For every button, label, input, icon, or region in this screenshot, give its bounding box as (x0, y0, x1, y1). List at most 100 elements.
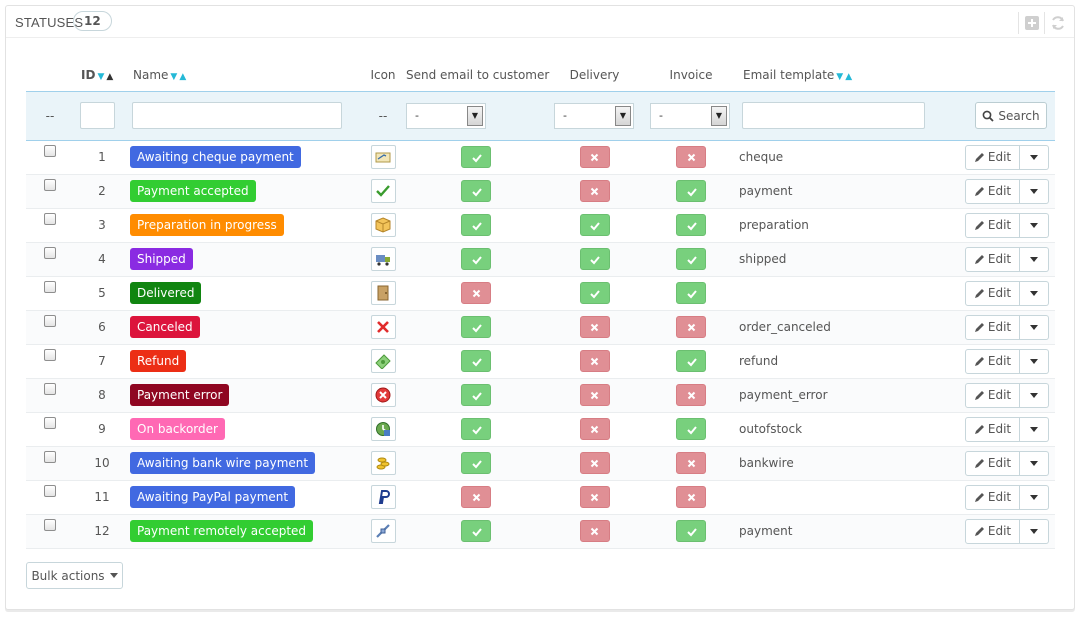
sort-desc-icon[interactable]: ▼ (97, 72, 105, 83)
invoice-enabled-icon[interactable] (676, 214, 706, 236)
table-row[interactable]: 9 On backorder outofstock Edit (26, 412, 1055, 447)
row-actions-dropdown[interactable] (1020, 246, 1049, 272)
table-row[interactable]: 4 Shipped shipped Edit (26, 242, 1055, 277)
table-row[interactable]: 3 Preparation in progress preparation Edit (26, 208, 1055, 243)
row-actions-dropdown[interactable] (1020, 178, 1049, 204)
sort-desc-icon[interactable]: ▼ (836, 72, 844, 83)
delivery-disabled-icon[interactable] (579, 316, 610, 338)
send-email-enabled-icon[interactable] (461, 180, 491, 202)
table-row[interactable]: 12 Payment remotely accepted payment Edit (26, 514, 1055, 549)
invoice-enabled-icon[interactable] (676, 418, 706, 440)
filter-email-template-input[interactable] (742, 102, 925, 129)
sort-asc-icon[interactable]: ▲ (106, 72, 114, 83)
table-row[interactable]: 2 Payment accepted payment Edit (26, 174, 1055, 209)
edit-button[interactable]: Edit (965, 314, 1020, 340)
invoice-disabled-icon[interactable] (676, 486, 706, 508)
delivery-enabled-icon[interactable] (579, 214, 610, 236)
send-email-enabled-icon[interactable] (461, 418, 491, 440)
row-checkbox[interactable] (44, 247, 56, 259)
table-row[interactable]: 11 Awaiting PayPal payment Edit (26, 480, 1055, 515)
invoice-enabled-icon[interactable] (676, 248, 706, 270)
row-checkbox[interactable] (44, 315, 56, 327)
send-email-enabled-icon[interactable] (461, 146, 491, 168)
edit-button[interactable]: Edit (965, 518, 1020, 544)
filter-delivery-select[interactable]: - ▼ (554, 102, 634, 129)
row-checkbox[interactable] (44, 417, 56, 429)
row-checkbox[interactable] (44, 451, 56, 463)
sort-asc-icon[interactable]: ▲ (179, 72, 187, 83)
invoice-disabled-icon[interactable] (676, 146, 706, 168)
invoice-enabled-icon[interactable] (676, 180, 706, 202)
row-checkbox[interactable] (44, 519, 56, 531)
send-email-disabled-icon[interactable] (461, 486, 491, 508)
send-email-enabled-icon[interactable] (461, 248, 491, 270)
sort-desc-icon[interactable]: ▼ (170, 72, 178, 83)
header-id[interactable]: ID ▼ ▲ (74, 60, 130, 91)
invoice-enabled-icon[interactable] (676, 350, 706, 372)
send-email-enabled-icon[interactable] (461, 316, 491, 338)
header-email-template[interactable]: Email template ▼ ▲ (739, 60, 929, 91)
row-checkbox[interactable] (44, 383, 56, 395)
delivery-disabled-icon[interactable] (579, 486, 610, 508)
row-actions-dropdown[interactable] (1020, 518, 1049, 544)
row-checkbox[interactable] (44, 281, 56, 293)
edit-button[interactable]: Edit (965, 484, 1020, 510)
row-actions-dropdown[interactable] (1020, 416, 1049, 442)
filter-invoice-select[interactable]: - ▼ (650, 102, 730, 129)
send-email-enabled-icon[interactable] (461, 350, 491, 372)
delivery-disabled-icon[interactable] (579, 350, 610, 372)
table-row[interactable]: 1 Awaiting cheque payment cheque Edit (26, 140, 1055, 175)
table-row[interactable]: 6 Canceled order_canceled Edit (26, 310, 1055, 345)
row-actions-dropdown[interactable] (1020, 144, 1049, 170)
invoice-disabled-icon[interactable] (676, 316, 706, 338)
row-checkbox[interactable] (44, 213, 56, 225)
row-checkbox[interactable] (44, 179, 56, 191)
delivery-enabled-icon[interactable] (579, 282, 610, 304)
filter-id-input[interactable] (80, 102, 115, 129)
send-email-enabled-icon[interactable] (461, 214, 491, 236)
delivery-disabled-icon[interactable] (579, 180, 610, 202)
invoice-disabled-icon[interactable] (676, 384, 706, 406)
delivery-disabled-icon[interactable] (579, 452, 610, 474)
edit-button[interactable]: Edit (965, 450, 1020, 476)
add-new-icon[interactable] (1018, 12, 1044, 34)
table-row[interactable]: 5 Delivered Edit (26, 276, 1055, 311)
invoice-enabled-icon[interactable] (676, 520, 706, 542)
row-actions-dropdown[interactable] (1020, 212, 1049, 238)
filter-name-input[interactable] (132, 102, 342, 129)
search-button[interactable]: Search (975, 102, 1047, 129)
edit-button[interactable]: Edit (965, 246, 1020, 272)
edit-button[interactable]: Edit (965, 280, 1020, 306)
edit-button[interactable]: Edit (965, 212, 1020, 238)
row-checkbox[interactable] (44, 145, 56, 157)
delivery-enabled-icon[interactable] (579, 248, 610, 270)
header-name[interactable]: Name ▼ ▲ (130, 60, 360, 91)
row-actions-dropdown[interactable] (1020, 382, 1049, 408)
row-checkbox[interactable] (44, 485, 56, 497)
row-actions-dropdown[interactable] (1020, 314, 1049, 340)
table-row[interactable]: 7 Refund refund Edit (26, 344, 1055, 379)
row-actions-dropdown[interactable] (1020, 348, 1049, 374)
sort-asc-icon[interactable]: ▲ (845, 72, 853, 83)
delivery-disabled-icon[interactable] (579, 384, 610, 406)
invoice-disabled-icon[interactable] (676, 452, 706, 474)
row-actions-dropdown[interactable] (1020, 450, 1049, 476)
edit-button[interactable]: Edit (965, 178, 1020, 204)
delivery-disabled-icon[interactable] (579, 520, 610, 542)
row-actions-dropdown[interactable] (1020, 280, 1049, 306)
send-email-enabled-icon[interactable] (461, 520, 491, 542)
send-email-enabled-icon[interactable] (461, 452, 491, 474)
edit-button[interactable]: Edit (965, 144, 1020, 170)
send-email-disabled-icon[interactable] (461, 282, 491, 304)
refresh-icon[interactable] (1044, 12, 1070, 34)
edit-button[interactable]: Edit (965, 416, 1020, 442)
table-row[interactable]: 8 Payment error payment_error Edit (26, 378, 1055, 413)
bulk-actions-button[interactable]: Bulk actions (26, 562, 123, 589)
table-row[interactable]: 10 Awaiting bank wire payment bankwire Edit (26, 446, 1055, 481)
edit-button[interactable]: Edit (965, 348, 1020, 374)
invoice-enabled-icon[interactable] (676, 282, 706, 304)
filter-send-email-select[interactable]: - ▼ (406, 102, 486, 129)
row-actions-dropdown[interactable] (1020, 484, 1049, 510)
edit-button[interactable]: Edit (965, 382, 1020, 408)
delivery-disabled-icon[interactable] (579, 146, 610, 168)
